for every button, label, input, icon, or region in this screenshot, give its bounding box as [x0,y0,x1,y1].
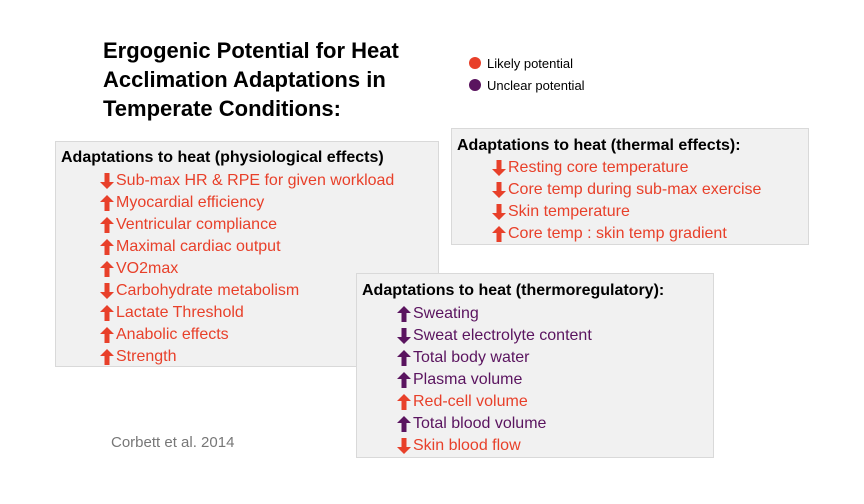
unclear-dot-icon [469,79,481,91]
list-item-label: Strength [116,348,177,365]
arrow-up-icon [397,416,411,432]
arrow-down-icon [100,173,114,189]
list-item: Sweat electrolyte content [397,325,713,347]
legend-label-likely: Likely potential [487,55,573,71]
list-item: Myocardial efficiency [100,192,438,214]
arrow-up-icon [100,349,114,365]
slide-title: Ergogenic Potential for Heat Acclimation… [103,38,399,121]
list-item: Red-cell volume [397,391,713,413]
list-item-label: Lactate Threshold [116,304,244,321]
arrow-up-icon [100,217,114,233]
thermal-box: Adaptations to heat (thermal effects): R… [451,128,809,245]
list-item: Lactate Threshold [100,302,438,324]
arrow-up-icon [100,305,114,321]
list-item: Core temp during sub-max exercise [492,179,808,201]
list-item: Resting core temperature [492,157,808,179]
list-item: Total blood volume [397,413,713,435]
likely-dot-icon [469,57,481,69]
arrow-down-icon [397,328,411,344]
arrow-down-icon [492,160,506,176]
list-item-label: Anabolic effects [116,326,229,343]
arrow-down-icon [492,182,506,198]
list-item: Total body water [397,347,713,369]
list-item-label: Sub-max HR & RPE for given workload [116,172,395,189]
list-item-label: Skin blood flow [413,437,521,454]
list-item: Core temp : skin temp gradient [492,223,808,245]
list-item-label: Carbohydrate metabolism [116,282,300,299]
arrow-down-icon [100,283,114,299]
list-item-label: VO2max [116,260,179,277]
thermoregulatory-box-title: Adaptations to heat (thermoregulatory): [362,282,665,299]
list-item: Maximal cardiac output [100,236,438,258]
list-item: Ventricular compliance [100,214,438,236]
arrow-up-icon [397,372,411,388]
citation: Corbett et al. 2014 [111,434,235,451]
list-item-label: Red-cell volume [413,393,528,410]
list-item-label: Maximal cardiac output [116,238,281,255]
list-item-label: Ventricular compliance [116,216,277,233]
list-item-label: Total blood volume [413,415,547,432]
list-item-label: Core temp : skin temp gradient [508,225,727,242]
list-item-label: Resting core temperature [508,159,689,176]
arrow-up-icon [100,261,114,277]
physiological-box: Adaptations to heat (physiological effec… [55,141,439,367]
physiological-box-title: Adaptations to heat (physiological effec… [61,149,384,166]
list-item: Carbohydrate metabolism [100,280,438,302]
arrow-down-icon [397,438,411,454]
list-item-label: Sweating [413,305,479,322]
legend-item-unclear: Unclear potential [469,74,585,96]
arrow-up-icon [492,226,506,242]
arrow-up-icon [100,195,114,211]
arrow-up-icon [397,350,411,366]
list-item-label: Skin temperature [508,203,630,220]
list-item: VO2max [100,258,438,280]
list-item: Skin temperature [492,201,808,223]
arrow-up-icon [397,306,411,322]
legend: Likely potential Unclear potential [469,52,585,96]
list-item: Sweating [397,303,713,325]
list-item: Anabolic effects [100,324,438,346]
list-item: Sub-max HR & RPE for given workload [100,170,438,192]
thermoregulatory-box: Adaptations to heat (thermoregulatory): … [356,273,714,458]
list-item-label: Sweat electrolyte content [413,327,592,344]
thermal-box-title: Adaptations to heat (thermal effects): [457,137,741,154]
list-item: Strength [100,346,438,368]
list-item-label: Myocardial efficiency [116,194,265,211]
arrow-down-icon [492,204,506,220]
list-item-label: Total body water [413,349,530,366]
legend-label-unclear: Unclear potential [487,77,585,93]
list-item: Plasma volume [397,369,713,391]
arrow-up-icon [397,394,411,410]
legend-item-likely: Likely potential [469,52,585,74]
list-item-label: Plasma volume [413,371,523,388]
arrow-up-icon [100,327,114,343]
list-item-label: Core temp during sub-max exercise [508,181,762,198]
list-item: Skin blood flow [397,435,713,457]
arrow-up-icon [100,239,114,255]
